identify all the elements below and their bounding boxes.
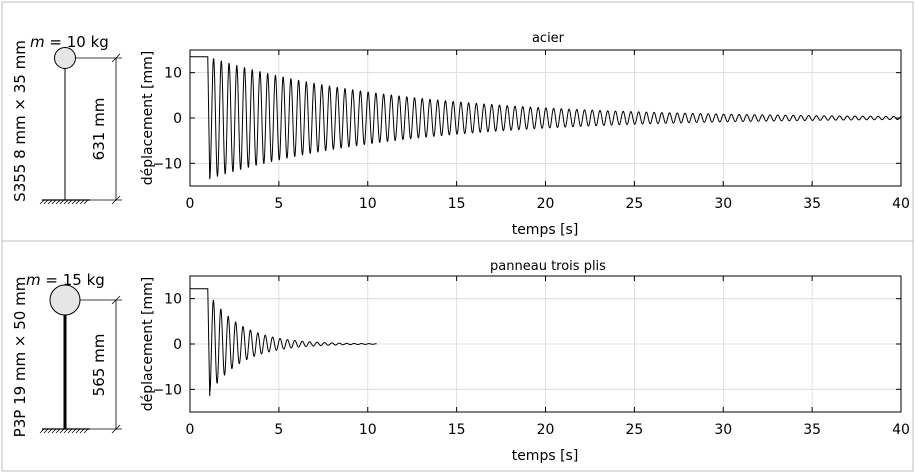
hatch-stroke [43,428,49,434]
y-tick-label: 10 [164,292,182,308]
y-axis-label: déplacement [mm] [140,277,156,411]
x-tick-label: 10 [359,196,377,212]
hatch-stroke [71,428,77,434]
x-tick-label: 30 [714,196,732,212]
dimension-tick-bottom [111,195,121,205]
hatch-stroke [51,428,57,434]
hatch-stroke [83,199,89,205]
hatch-stroke [67,428,73,434]
grid [190,276,901,412]
y-tick-label: 0 [173,337,182,353]
x-tick-label: 0 [186,196,195,212]
y-axis-label: déplacement [mm] [140,51,156,185]
x-tick-label: 5 [274,422,283,438]
hatch-stroke [43,199,49,205]
hatch-stroke [63,199,69,205]
x-tick-label: 20 [537,196,555,212]
hatch-stroke [79,199,85,205]
hatch-stroke [47,428,53,434]
hatch-stroke [67,199,73,205]
x-tick-label: 40 [892,422,910,438]
y-tick-label: 0 [173,111,182,127]
x-tick-label: 35 [803,422,821,438]
x-tick-label: 15 [448,196,466,212]
hatch-stroke [75,428,81,434]
ticks: 0 5 10 15 20 25 30 35 40 −10 0 10 [152,50,910,212]
chart-title: panneau trois plis [490,259,606,274]
specimen-mass-label: m = 10 kg [30,33,109,51]
hatch-stroke [71,199,77,205]
ticks: 0 5 10 15 20 25 30 35 40 −10 0 10 [152,276,910,438]
specimen-steel: m = 10 kg 631 mm S355 8 mm × 35 mm [11,33,122,205]
hatch-stroke [79,428,85,434]
dimension-tick-bottom [111,424,121,434]
dimension-tick-top [111,295,121,305]
hatch-stroke [55,428,61,434]
panel-acier: m = 10 kg 631 mm S355 8 mm × 35 mm acier… [11,31,910,238]
specimen-section-label: S355 8 mm × 35 mm [11,40,29,202]
panel-panneau-trois-plis: m = 15 kg 565 mm P3P 19 mm × 50 mm panne… [11,259,910,464]
specimen-mass-label: m = 15 kg [26,271,105,289]
y-tick-label: −10 [152,156,182,172]
ground-hatch [39,199,89,205]
x-tick-label: 5 [274,196,283,212]
specimen-height-label: 631 mm [90,98,108,161]
x-tick-label: 20 [537,422,555,438]
x-tick-label: 25 [625,196,643,212]
specimen-three-ply-panel: m = 15 kg 565 mm P3P 19 mm × 50 mm [11,271,122,437]
x-tick-label: 25 [625,422,643,438]
dimension-tick-top [111,53,121,63]
specimen-section-label: P3P 19 mm × 50 mm [11,277,29,438]
hatch-stroke [63,428,69,434]
x-tick-label: 40 [892,196,910,212]
x-tick-label: 35 [803,196,821,212]
y-tick-label: −10 [152,382,182,398]
hatch-stroke [47,199,53,205]
mass-circle [49,284,81,316]
hatch-stroke [59,199,65,205]
x-axis-label: temps [s] [512,448,579,464]
hatch-stroke [39,199,45,205]
x-tick-label: 15 [448,422,466,438]
x-tick-label: 10 [359,422,377,438]
series-line [190,288,377,397]
x-tick-label: 0 [186,422,195,438]
specimen-height-label: 565 mm [90,334,108,397]
series-line [190,56,902,180]
hatch-stroke [55,199,61,205]
hatch-stroke [83,428,89,434]
x-tick-label: 30 [714,422,732,438]
ground-hatch [39,428,89,434]
x-axis-label: temps [s] [512,222,579,238]
hatch-stroke [51,199,57,205]
chart-title: acier [532,31,565,46]
y-tick-label: 10 [164,66,182,82]
hatch-stroke [75,199,81,205]
hatch-stroke [59,428,65,434]
mass-circle [54,47,76,69]
hatch-stroke [39,428,45,434]
